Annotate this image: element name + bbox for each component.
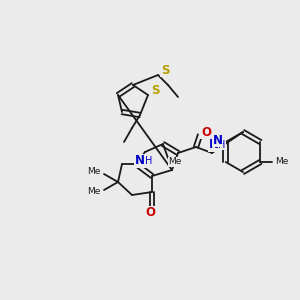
Text: H: H bbox=[145, 156, 153, 166]
Text: N: N bbox=[213, 134, 223, 146]
Text: S: S bbox=[161, 64, 169, 76]
Text: Me: Me bbox=[274, 158, 288, 166]
Text: Me: Me bbox=[87, 188, 101, 196]
Text: S: S bbox=[151, 83, 159, 97]
Text: Me: Me bbox=[87, 167, 101, 176]
Text: H: H bbox=[218, 140, 226, 150]
Text: N: N bbox=[135, 154, 145, 167]
Text: O: O bbox=[201, 125, 211, 139]
Text: Me: Me bbox=[168, 158, 182, 166]
Text: N: N bbox=[209, 139, 219, 152]
Text: O: O bbox=[145, 206, 155, 220]
